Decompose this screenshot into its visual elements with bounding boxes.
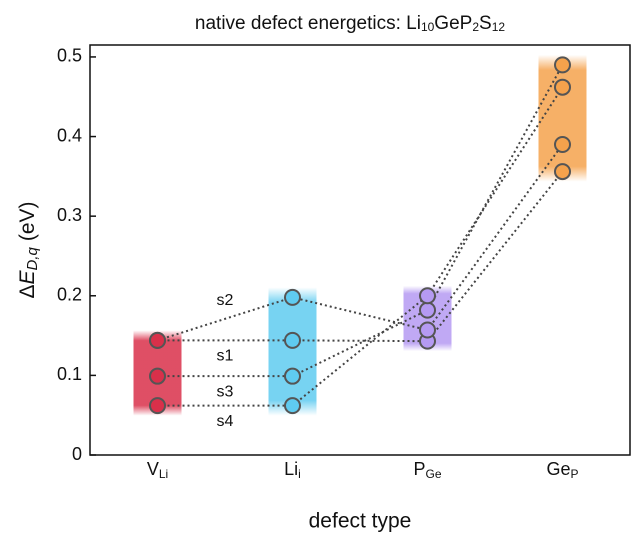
marker <box>149 367 166 385</box>
marker <box>419 301 436 319</box>
category-subscript: Li <box>159 467 168 481</box>
series-label: s3 <box>217 383 234 400</box>
x-tick-label: Lii <box>284 459 301 481</box>
marker <box>554 136 571 154</box>
y-tick-label: 0.5 <box>57 46 82 66</box>
marker <box>284 288 301 306</box>
ylabel-part: Δ <box>16 285 39 299</box>
x-tick-label: VLi <box>147 459 168 481</box>
marker <box>149 331 166 349</box>
ylabel-part: E <box>16 270 39 285</box>
title-part: 10 <box>421 20 435 34</box>
category-name: Li <box>284 459 298 479</box>
y-tick-label: 0 <box>72 444 82 464</box>
category-name: V <box>147 459 159 479</box>
range-band <box>268 287 317 416</box>
series-line <box>157 170 564 343</box>
ylabel-part: D,q <box>24 246 41 270</box>
plot-frame <box>89 44 631 456</box>
marker <box>419 321 436 339</box>
y-tick-label: 0.2 <box>57 285 82 305</box>
y-axis-label: ΔED,q (eV) <box>16 201 41 298</box>
title-part: 12 <box>492 20 506 34</box>
marker <box>284 397 301 415</box>
range-band <box>538 54 587 182</box>
y-tick-label: 0.4 <box>57 125 82 145</box>
category-subscript: Ge <box>426 467 442 481</box>
series-label: s2 <box>217 292 234 309</box>
series-line <box>157 143 564 342</box>
title-part: S <box>479 13 492 34</box>
marker <box>284 367 301 385</box>
title-part: native defect energetics: Li <box>195 13 421 34</box>
category-name: Ge <box>546 459 570 479</box>
chart-title: native defect energetics: Li10GeP2S12 <box>195 13 505 34</box>
x-tick-label: PGe <box>413 459 441 481</box>
y-tick-label: 0.3 <box>57 205 82 225</box>
marker <box>284 331 301 349</box>
category-name: P <box>413 459 425 479</box>
x-axis-label: defect type <box>309 510 412 533</box>
category-subscript: P <box>571 467 579 481</box>
ylabel-part: (eV) <box>16 201 39 241</box>
title-part: 2 <box>472 20 479 34</box>
marker <box>554 163 571 181</box>
category-subscript: i <box>298 467 301 481</box>
series-label: s1 <box>217 348 234 365</box>
marker <box>419 287 436 305</box>
y-tick-label: 0.1 <box>57 364 82 384</box>
marker <box>554 78 571 96</box>
series-label: s4 <box>217 413 234 430</box>
x-tick-label: GeP <box>546 459 578 481</box>
title-part: P <box>460 13 473 34</box>
series-line <box>157 64 564 378</box>
marker <box>149 397 166 415</box>
marker <box>554 56 571 74</box>
title-part: Ge <box>434 13 459 34</box>
